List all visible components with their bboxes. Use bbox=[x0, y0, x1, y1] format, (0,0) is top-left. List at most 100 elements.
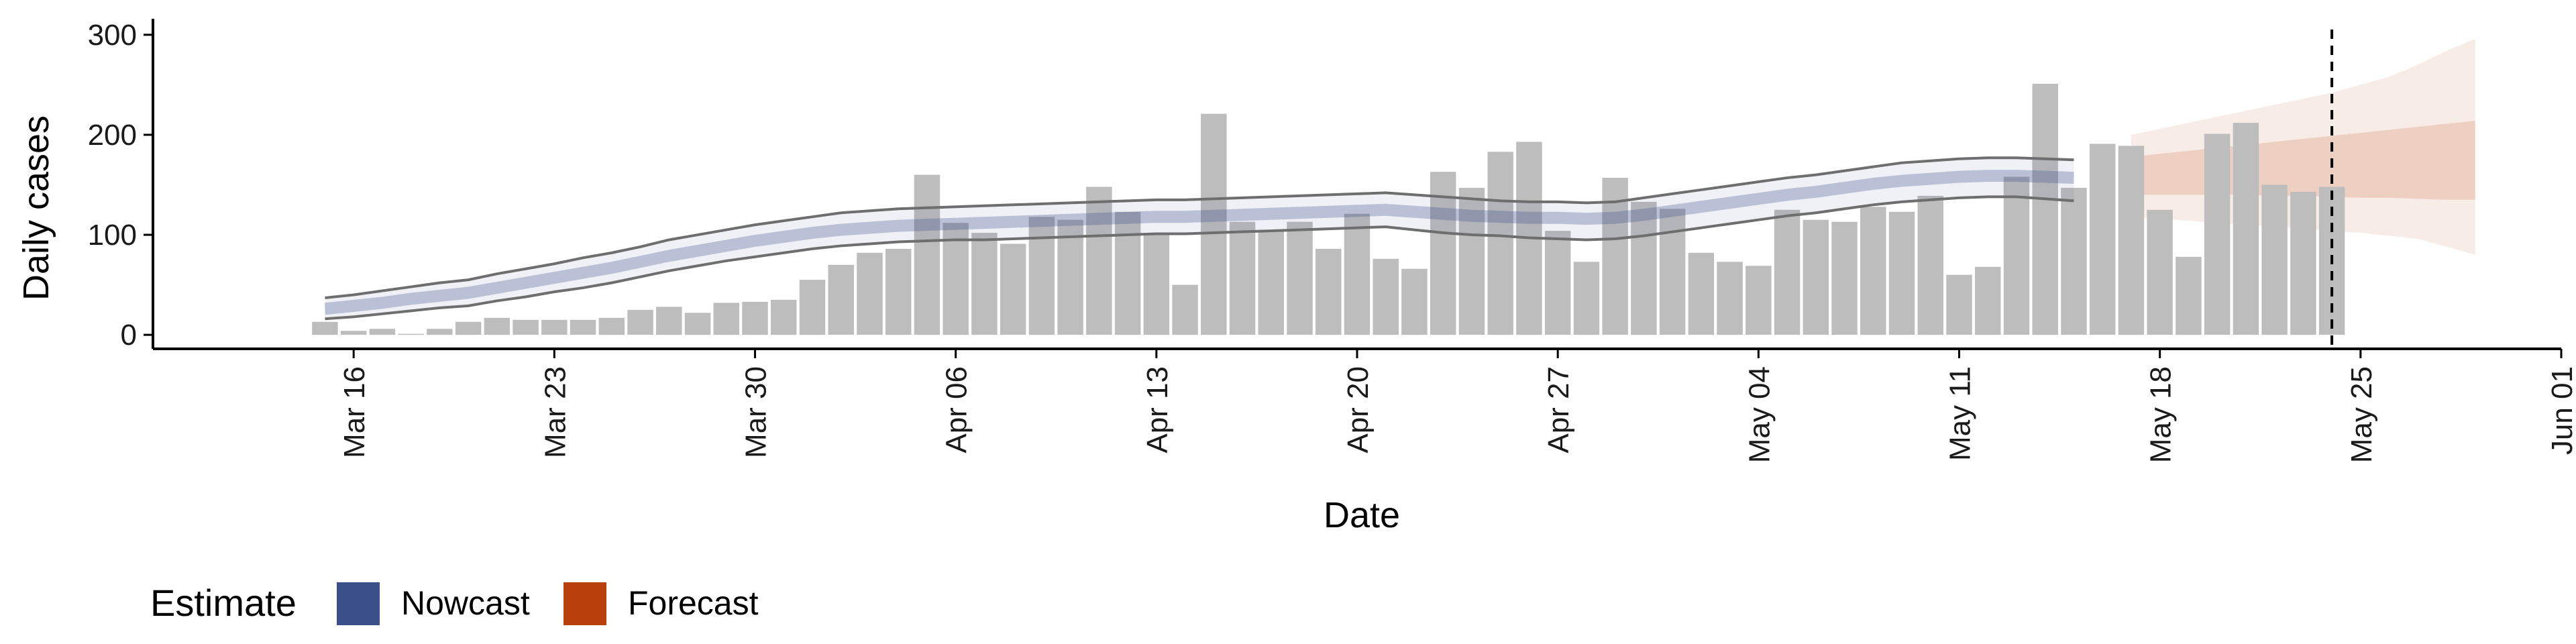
legend-title: Estimate bbox=[150, 582, 297, 624]
bar bbox=[828, 264, 854, 335]
bar bbox=[627, 309, 653, 335]
bar bbox=[684, 313, 711, 335]
bar bbox=[427, 329, 453, 335]
bar bbox=[1487, 152, 1513, 335]
bar bbox=[1114, 211, 1141, 335]
bar bbox=[2233, 123, 2259, 335]
x-tick-label: May 11 bbox=[1944, 366, 1977, 461]
bar bbox=[1888, 211, 1915, 335]
bar bbox=[742, 301, 768, 335]
y-tick-label: 300 bbox=[88, 19, 137, 52]
bar bbox=[1201, 113, 1227, 335]
bar bbox=[1573, 262, 1600, 335]
x-tick-label: May 25 bbox=[2345, 366, 2378, 463]
bar bbox=[1344, 213, 1371, 335]
x-tick-label: Apr 27 bbox=[1542, 366, 1575, 453]
y-axis-ticks: 0 100 200 300 bbox=[88, 19, 153, 352]
bar bbox=[1430, 172, 1456, 335]
x-tick-label: May 04 bbox=[1743, 366, 1776, 463]
bar bbox=[1086, 186, 1112, 335]
bar bbox=[1000, 244, 1026, 335]
bar bbox=[943, 223, 969, 335]
bar bbox=[455, 321, 482, 335]
legend-label-forecast: Forecast bbox=[628, 584, 759, 622]
bar bbox=[2290, 191, 2316, 335]
bar bbox=[2176, 256, 2202, 335]
x-axis-title: Date bbox=[1324, 495, 1400, 535]
x-tick-label: Mar 30 bbox=[740, 366, 773, 458]
y-axis-title: Daily cases bbox=[16, 115, 56, 301]
bar bbox=[1316, 248, 1342, 335]
bar bbox=[1143, 235, 1170, 335]
case-bars bbox=[312, 83, 2345, 335]
bar bbox=[1287, 221, 1313, 335]
x-tick-label: May 18 bbox=[2145, 366, 2178, 463]
bar bbox=[484, 317, 511, 335]
bar bbox=[2118, 146, 2145, 335]
legend-label-nowcast: Nowcast bbox=[401, 584, 530, 622]
nowcast-bands bbox=[324, 158, 2074, 319]
bar bbox=[1831, 221, 1858, 335]
bar bbox=[1602, 178, 1628, 335]
bar bbox=[1803, 219, 1829, 335]
bar bbox=[570, 319, 596, 335]
y-tick-label: 200 bbox=[88, 119, 137, 152]
x-tick-label: Apr 20 bbox=[1342, 366, 1375, 453]
bar bbox=[1946, 274, 1972, 335]
bar bbox=[1774, 209, 1801, 335]
nowcast-lower-bound-line bbox=[325, 195, 2074, 321]
bar bbox=[885, 248, 912, 335]
nowcast-median-band bbox=[324, 170, 2074, 315]
bar bbox=[369, 329, 396, 335]
bar bbox=[1717, 262, 1743, 335]
bar bbox=[1401, 268, 1428, 335]
bar bbox=[513, 319, 539, 335]
bar bbox=[1688, 252, 1715, 335]
bar bbox=[2089, 144, 2116, 335]
bar bbox=[1746, 266, 1772, 335]
bar bbox=[1458, 187, 1485, 335]
bar bbox=[1373, 258, 1399, 335]
y-tick-label: 100 bbox=[88, 219, 137, 252]
bar bbox=[1229, 221, 1256, 335]
bar bbox=[971, 233, 998, 335]
legend-swatch-forecast bbox=[564, 582, 606, 625]
bar bbox=[340, 331, 367, 335]
bar bbox=[2032, 83, 2058, 335]
bar bbox=[1917, 195, 1943, 335]
bar bbox=[598, 317, 625, 335]
bar bbox=[312, 321, 338, 335]
bar bbox=[656, 307, 682, 335]
bar bbox=[914, 174, 941, 335]
y-tick-label: 0 bbox=[121, 319, 137, 352]
nowcast-outer-band bbox=[325, 158, 2074, 319]
bar bbox=[2003, 176, 2030, 335]
bar bbox=[2061, 187, 2087, 335]
bar bbox=[857, 252, 883, 335]
nowcast-bound-lines bbox=[325, 156, 2074, 321]
x-tick-label: Mar 23 bbox=[539, 366, 572, 458]
bar bbox=[1544, 231, 1571, 335]
x-tick-label: Apr 06 bbox=[941, 366, 973, 453]
x-tick-label: Mar 16 bbox=[338, 366, 371, 458]
bar bbox=[1975, 266, 2001, 335]
x-axis-ticks: Mar 16 Mar 23 Mar 30 Apr 06 Apr 13 Apr 20 Apr … bbox=[338, 349, 2576, 463]
x-tick-label: Apr 13 bbox=[1141, 366, 1174, 453]
bar bbox=[1172, 284, 1198, 335]
legend-swatch-nowcast bbox=[337, 582, 380, 625]
bar bbox=[1057, 219, 1083, 335]
bar bbox=[2147, 209, 2173, 335]
bar bbox=[541, 319, 568, 335]
x-tick-label: Jun 01 bbox=[2546, 366, 2576, 455]
legend: Estimate Nowcast Forecast bbox=[150, 582, 759, 625]
bar bbox=[1258, 229, 1285, 335]
nowcast-inner-band bbox=[325, 170, 2074, 315]
nowcast-upper-bound-line bbox=[325, 156, 2074, 299]
bar bbox=[398, 333, 424, 335]
bar bbox=[1860, 207, 1886, 335]
bar bbox=[799, 280, 826, 335]
bar bbox=[2261, 184, 2288, 335]
bar bbox=[713, 303, 739, 335]
bar bbox=[2204, 133, 2231, 335]
